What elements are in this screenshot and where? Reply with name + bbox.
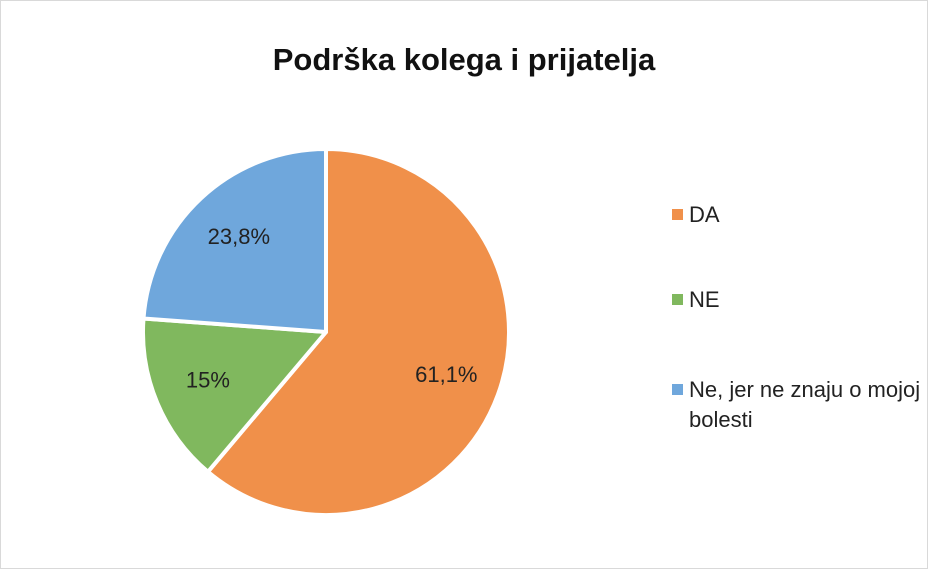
chart-title: Podrška kolega i prijatelja — [273, 42, 656, 77]
legend-swatch — [672, 294, 683, 305]
legend: DA NE Ne, jer ne znaju o mojoj bolesti — [672, 200, 922, 435]
legend-item: Ne, jer ne znaju o mojoj bolesti — [672, 375, 922, 435]
legend-label: Ne, jer ne znaju o mojoj bolesti — [689, 377, 921, 432]
legend-item: NE — [672, 285, 922, 315]
legend-item: DA — [672, 200, 922, 230]
legend-swatch — [672, 209, 683, 220]
legend-label: NE — [689, 287, 720, 312]
data-label: 23,8% — [208, 224, 270, 249]
data-label: 15% — [186, 367, 230, 392]
data-label: 61,1% — [415, 362, 477, 387]
legend-label: DA — [689, 202, 720, 227]
legend-swatch — [672, 384, 683, 395]
pie-slice — [141, 316, 328, 474]
pie-slice — [205, 147, 511, 517]
pie-slice — [141, 147, 328, 334]
